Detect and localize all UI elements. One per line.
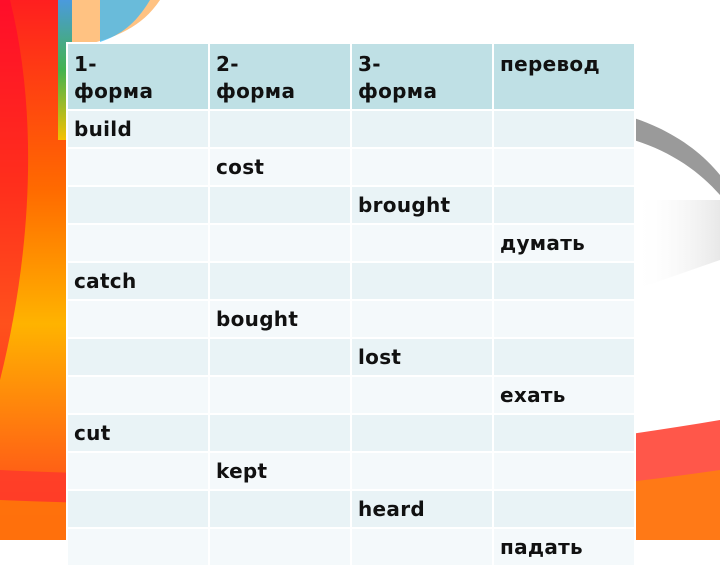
table-cell [208, 375, 352, 415]
table-cell [66, 451, 210, 491]
table-cell: cost [208, 147, 352, 187]
header-form-1-text: 1- форма [74, 52, 154, 103]
table-cell [66, 147, 210, 187]
header-form-3: 3- форма [350, 42, 494, 111]
table-cell [208, 413, 352, 453]
table-cell [350, 261, 494, 301]
table-cell [66, 337, 210, 377]
table-cell [208, 527, 352, 567]
table-cell [492, 109, 636, 149]
table-row: думать [66, 223, 636, 263]
table-cell [350, 299, 494, 339]
table-cell [350, 223, 494, 263]
table-cell: cut [66, 413, 210, 453]
table-cell: brought [350, 185, 494, 225]
table-row: cost [66, 147, 636, 187]
table-cell [208, 261, 352, 301]
table-row: brought [66, 185, 636, 225]
table-cell [492, 261, 636, 301]
table-cell [492, 337, 636, 377]
header-form-3-text: 3- форма [358, 52, 438, 103]
table-cell [492, 299, 636, 339]
table-cell [66, 299, 210, 339]
table-row: heard [66, 489, 636, 529]
table-cell [492, 413, 636, 453]
table-cell [66, 527, 210, 567]
table-row: catch [66, 261, 636, 301]
table-row: bought [66, 299, 636, 339]
table-cell: catch [66, 261, 210, 301]
header-form-2: 2- форма [208, 42, 352, 111]
table-cell [208, 185, 352, 225]
table-cell [492, 185, 636, 225]
table-row: build [66, 109, 636, 149]
header-form-1: 1- форма [66, 42, 210, 111]
table-cell: kept [208, 451, 352, 491]
header-translation: перевод [492, 42, 636, 111]
table-cell [66, 223, 210, 263]
table-cell [208, 223, 352, 263]
table-cell: heard [350, 489, 494, 529]
header-translation-text: перевод [500, 52, 600, 76]
table-cell [350, 109, 494, 149]
table-cell [492, 147, 636, 187]
table-row: падать [66, 527, 636, 567]
verb-forms-table-container: 1- форма 2- форма 3- форма перевод build… [66, 42, 636, 567]
table-cell [208, 109, 352, 149]
table-cell [350, 451, 494, 491]
table-cell [208, 337, 352, 377]
table-cell [492, 489, 636, 529]
table-cell: lost [350, 337, 494, 377]
table-cell [350, 375, 494, 415]
table-cell [208, 489, 352, 529]
table-cell [350, 413, 494, 453]
table-cell: build [66, 109, 210, 149]
table-cell: думать [492, 223, 636, 263]
table-cell [350, 527, 494, 567]
table-cell: bought [208, 299, 352, 339]
table-cell [66, 489, 210, 529]
table-cell [492, 451, 636, 491]
table-cell: ехать [492, 375, 636, 415]
table-row: cut [66, 413, 636, 453]
table-cell: падать [492, 527, 636, 567]
table-cell [66, 185, 210, 225]
verb-forms-table: 1- форма 2- форма 3- форма перевод build… [66, 42, 636, 567]
header-row: 1- форма 2- форма 3- форма перевод [66, 42, 636, 111]
table-row: kept [66, 451, 636, 491]
table-cell [66, 375, 210, 415]
table-row: ехать [66, 375, 636, 415]
table-row: lost [66, 337, 636, 377]
header-form-2-text: 2- форма [216, 52, 296, 103]
table-cell [350, 147, 494, 187]
